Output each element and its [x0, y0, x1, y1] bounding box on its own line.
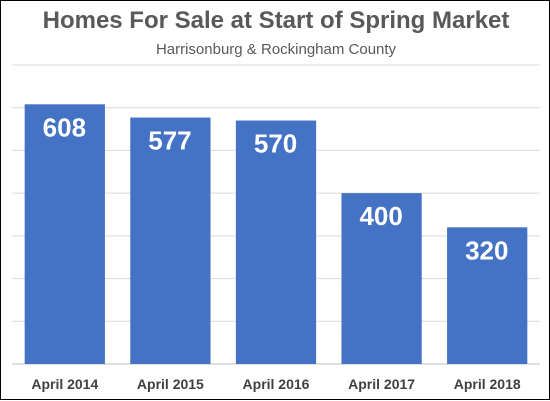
bar	[341, 193, 422, 364]
bar-value-label: 577	[148, 126, 191, 156]
bar	[447, 227, 528, 364]
category-label: April 2014	[31, 376, 98, 392]
category-labels: April 2014 April 2015 April 2016 April 2017…	[31, 376, 521, 392]
bar-value-label: 320	[465, 235, 508, 265]
bar-value-label: 570	[254, 129, 297, 159]
bar-value-labels: 608 577 570 400 320	[43, 112, 509, 265]
bar	[130, 117, 211, 364]
category-label: April 2016	[243, 376, 310, 392]
category-label: April 2015	[137, 376, 204, 392]
chart-subtitle: Harrisonburg & Rockingham County	[155, 41, 397, 58]
chart-title: Homes For Sale at Start of Spring Market	[42, 7, 510, 34]
bar	[235, 120, 317, 365]
category-label: April 2018	[454, 376, 521, 392]
bar-value-label: 400	[359, 201, 402, 231]
category-label: April 2017	[348, 376, 415, 392]
bars	[24, 104, 528, 365]
bar-value-label: 608	[43, 112, 86, 142]
bar	[24, 104, 105, 364]
